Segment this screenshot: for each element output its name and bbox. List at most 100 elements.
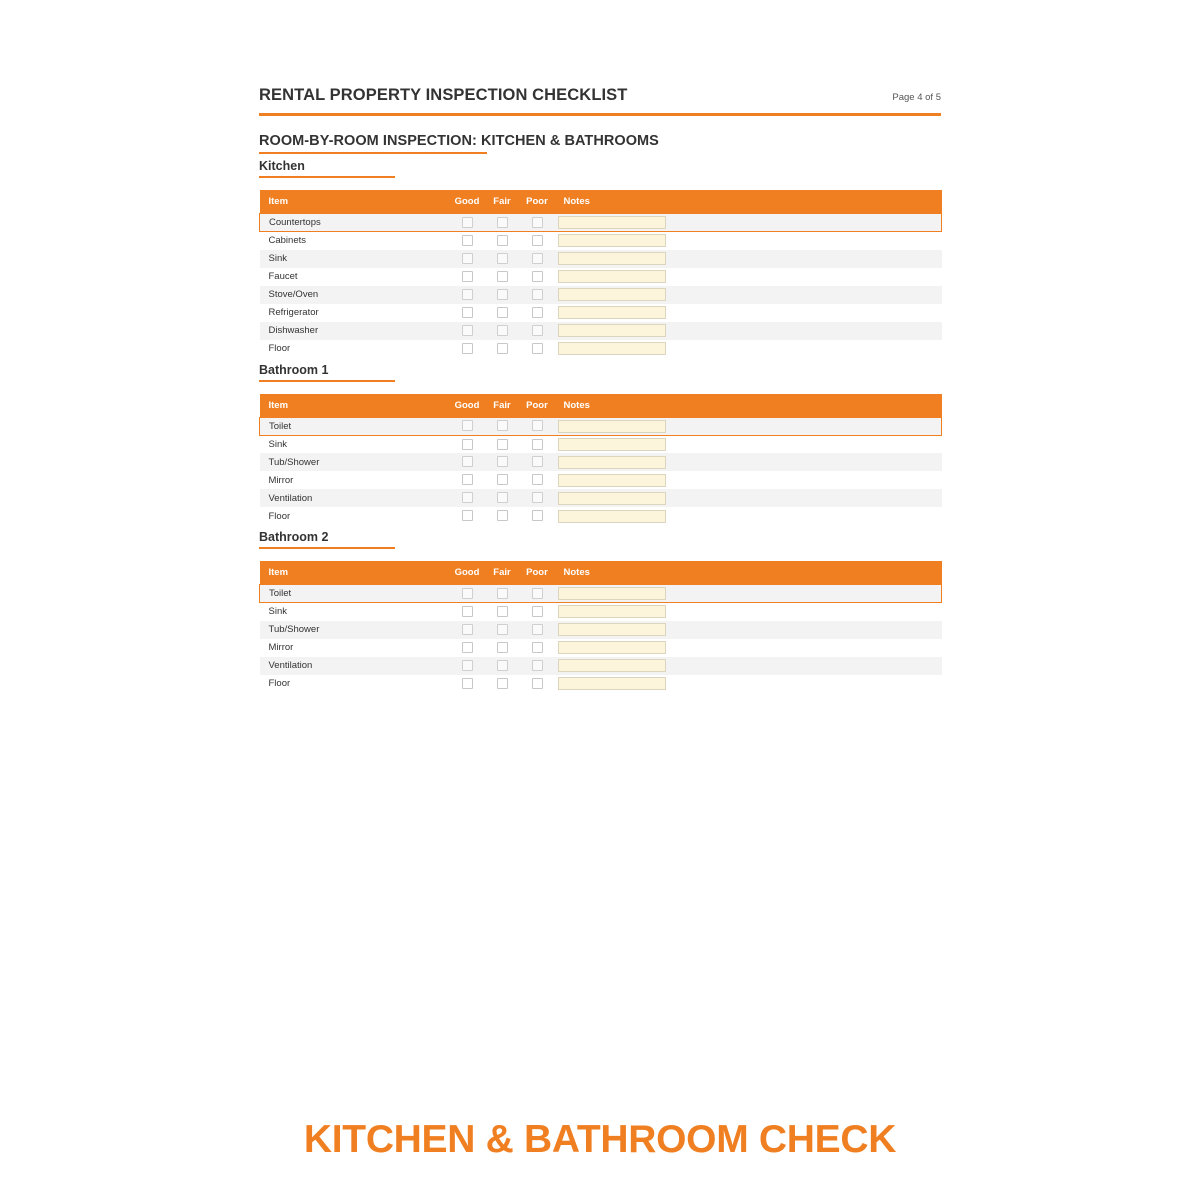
checkbox-good[interactable] — [461, 474, 473, 486]
checkbox-good[interactable] — [461, 606, 473, 618]
checkbox-fair[interactable] — [496, 324, 508, 336]
checkbox-poor[interactable] — [531, 270, 543, 282]
notes-input[interactable] — [557, 324, 666, 337]
checkbox-good[interactable] — [461, 510, 473, 522]
checkbox-fair[interactable] — [496, 438, 508, 450]
table-row[interactable]: Ventilation — [259, 656, 942, 675]
notes-input[interactable] — [557, 234, 666, 248]
checkbox-fair[interactable] — [496, 659, 508, 671]
checkbox-poor[interactable] — [531, 606, 543, 618]
checkbox-fair[interactable] — [496, 492, 508, 504]
notes-input[interactable] — [557, 216, 666, 229]
checkbox-poor[interactable] — [531, 342, 543, 354]
checkbox-fair[interactable] — [496, 342, 508, 354]
table-row[interactable]: Toilet — [259, 416, 942, 436]
table-row[interactable]: Sink — [260, 603, 942, 621]
checkbox-poor[interactable] — [531, 438, 543, 450]
table-row[interactable]: Floor — [260, 675, 942, 693]
checkbox-good[interactable] — [461, 492, 473, 504]
notes-input[interactable] — [557, 288, 666, 301]
table-row[interactable]: Tub/Shower — [259, 620, 942, 639]
table-row[interactable]: Faucet — [260, 268, 942, 286]
checkbox-fair[interactable] — [496, 641, 508, 653]
checkbox-fair[interactable] — [496, 474, 508, 486]
table-row[interactable]: Mirror — [260, 471, 942, 489]
checkbox-good[interactable] — [461, 342, 473, 354]
checkbox-fair[interactable] — [496, 510, 508, 522]
table-row[interactable]: Floor — [260, 340, 942, 358]
checkbox-fair[interactable] — [496, 235, 508, 247]
checkbox-fair[interactable] — [496, 288, 508, 300]
notes-input[interactable] — [557, 306, 666, 319]
checkbox-fair[interactable] — [496, 252, 508, 264]
checkbox-fair[interactable] — [496, 587, 508, 599]
checkbox-fair[interactable] — [496, 623, 508, 635]
checkbox-fair[interactable] — [496, 606, 508, 618]
checkbox-poor[interactable] — [531, 587, 543, 599]
table-row[interactable]: Sink — [260, 435, 942, 453]
checkbox-poor[interactable] — [531, 216, 543, 228]
checkbox-good[interactable] — [461, 587, 473, 599]
notes-input[interactable] — [557, 437, 666, 451]
checkbox-poor[interactable] — [531, 235, 543, 247]
notes-input[interactable] — [557, 605, 666, 619]
checkbox-good[interactable] — [461, 623, 473, 635]
checkbox-good[interactable] — [461, 252, 473, 264]
checkbox-good[interactable] — [461, 641, 473, 653]
checkbox-fair[interactable] — [496, 677, 508, 689]
checkbox-poor[interactable] — [531, 510, 543, 522]
notes-input[interactable] — [557, 659, 666, 672]
checkbox-poor[interactable] — [531, 677, 543, 689]
checkbox-good[interactable] — [461, 235, 473, 247]
table-row[interactable]: Mirror — [260, 639, 942, 657]
checkbox-good[interactable] — [461, 420, 473, 432]
table-row[interactable]: Cabinets — [260, 232, 942, 250]
table-row[interactable]: Tub/Shower — [259, 453, 942, 471]
checkbox-good[interactable] — [461, 659, 473, 671]
table-row[interactable]: Refrigerator — [260, 304, 942, 322]
checkbox-poor[interactable] — [531, 324, 543, 336]
notes-input[interactable] — [557, 419, 666, 433]
table-row[interactable]: Toilet — [259, 584, 942, 603]
table-row[interactable]: Dishwasher — [259, 321, 942, 340]
checkbox-fair[interactable] — [496, 270, 508, 282]
checkbox-good[interactable] — [461, 216, 473, 228]
checkbox-fair[interactable] — [496, 456, 508, 468]
checkbox-poor[interactable] — [531, 659, 543, 671]
checkbox-poor[interactable] — [531, 306, 543, 318]
checkbox-good[interactable] — [461, 324, 473, 336]
table-row[interactable]: Ventilation — [259, 489, 942, 507]
checkbox-good[interactable] — [461, 456, 473, 468]
notes-input[interactable] — [557, 587, 666, 600]
checkbox-good[interactable] — [461, 288, 473, 300]
checkbox-poor[interactable] — [531, 420, 543, 432]
checkbox-fair[interactable] — [496, 420, 508, 432]
checkbox-good[interactable] — [461, 270, 473, 282]
table-row[interactable]: Sink — [259, 249, 942, 268]
notes-input[interactable] — [557, 473, 666, 487]
notes-input[interactable] — [557, 623, 666, 636]
checkbox-fair[interactable] — [496, 306, 508, 318]
notes-input[interactable] — [557, 641, 666, 654]
checkbox-poor[interactable] — [531, 492, 543, 504]
table-row[interactable]: Stove/Oven — [259, 285, 942, 304]
checkbox-good[interactable] — [461, 677, 473, 689]
notes-input[interactable] — [557, 455, 666, 469]
notes-input[interactable] — [557, 270, 666, 283]
notes-input[interactable] — [557, 491, 666, 505]
checkbox-fair[interactable] — [496, 216, 508, 228]
checkbox-poor[interactable] — [531, 641, 543, 653]
checkbox-poor[interactable] — [531, 623, 543, 635]
checkbox-poor[interactable] — [531, 474, 543, 486]
table-row[interactable]: Floor — [260, 507, 942, 525]
notes-input[interactable] — [557, 252, 666, 265]
checkbox-good[interactable] — [461, 306, 473, 318]
checkbox-poor[interactable] — [531, 288, 543, 300]
checkbox-poor[interactable] — [531, 456, 543, 468]
notes-input[interactable] — [557, 509, 666, 523]
notes-input[interactable] — [557, 342, 666, 355]
checkbox-poor[interactable] — [531, 252, 543, 264]
checkbox-good[interactable] — [461, 438, 473, 450]
notes-input[interactable] — [557, 677, 666, 690]
table-row[interactable]: Countertops — [259, 213, 942, 232]
